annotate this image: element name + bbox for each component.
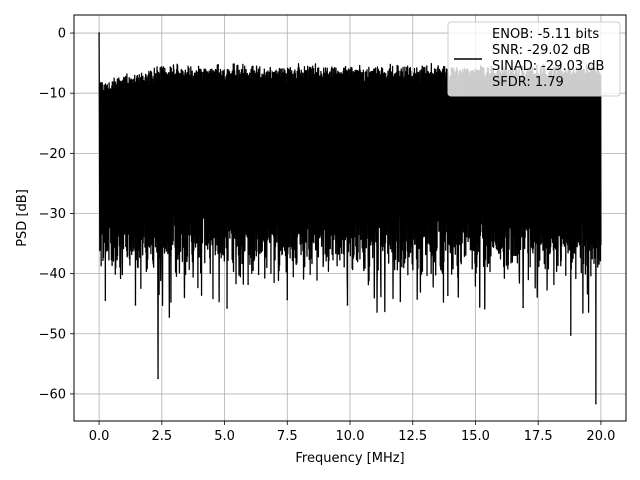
x-tick-label: 20.0 <box>586 429 615 444</box>
y-axis-label: PSD [dB] <box>15 189 30 247</box>
psd-dip-point <box>346 304 349 306</box>
psd-dip-point <box>168 316 171 318</box>
legend-entry-line: SINAD: -29.03 dB <box>492 59 604 74</box>
x-tick-label: 7.5 <box>277 429 298 444</box>
psd-dip-point <box>134 304 137 306</box>
psd-dip-point <box>104 299 107 301</box>
legend-entry-line: SNR: -29.02 dB <box>492 43 590 58</box>
y-tick-label: −40 <box>39 267 66 282</box>
y-tick-label: −50 <box>39 327 66 342</box>
psd-dip-point <box>522 306 524 309</box>
y-tick-label: 0 <box>58 27 66 42</box>
x-tick-label: 0.0 <box>89 429 110 444</box>
x-tick-label: 2.5 <box>151 429 172 444</box>
legend-entry-line: SFDR: 1.79 <box>492 75 564 90</box>
x-tick-label: 15.0 <box>461 429 490 444</box>
psd-series-line <box>98 33 602 405</box>
psd-peak-point <box>98 32 100 34</box>
x-tick-label: 5.0 <box>214 429 235 444</box>
ticks: 0.0 2.5 5.0 7.5 10.0 12.5 15.0 17.5 20.0 0 −10 −20 −… <box>39 27 616 444</box>
y-tick-label: −10 <box>39 87 66 102</box>
data-area <box>98 32 602 405</box>
x-axis-label: Frequency [MHz] <box>295 451 404 466</box>
psd-dip-point <box>447 294 449 297</box>
y-tick-label: −20 <box>39 147 66 162</box>
legend-entry-line: ENOB: -5.11 bits <box>492 27 599 42</box>
y-tick-label: −60 <box>39 387 66 402</box>
psd-dip-point <box>226 307 228 309</box>
psd-dip-point <box>157 377 159 380</box>
x-tick-label: 12.5 <box>398 429 427 444</box>
psd-dip-point <box>570 334 572 336</box>
y-tick-label: −30 <box>39 207 66 222</box>
psd-dip-point <box>286 298 289 301</box>
x-tick-label: 10.0 <box>336 429 365 444</box>
legend-box <box>447 21 621 97</box>
x-tick-label: 17.5 <box>524 429 553 444</box>
psd-dip-point <box>595 402 597 405</box>
